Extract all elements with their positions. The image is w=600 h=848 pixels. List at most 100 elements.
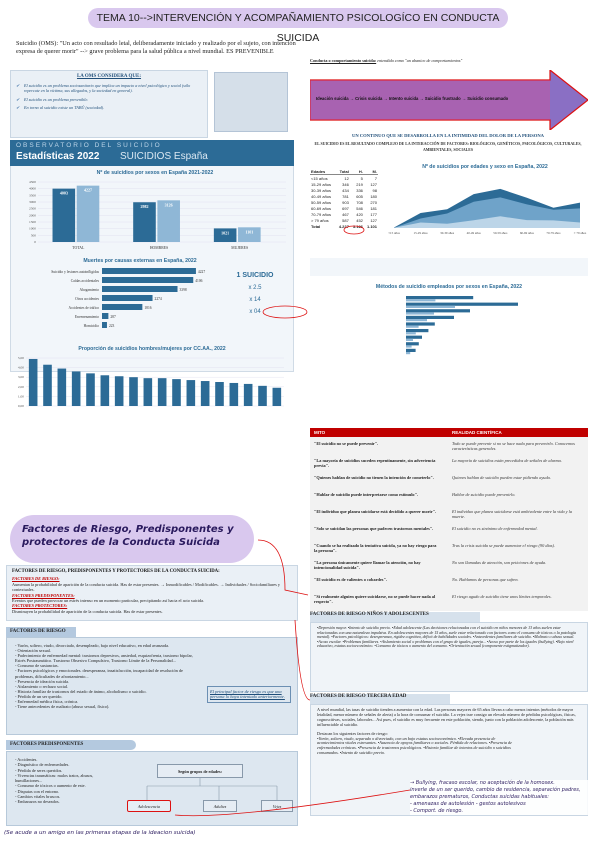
list-item: - Pérdida de seres queridos. — [15, 767, 63, 773]
table-row: 30-39 años 434 336 98 — [310, 187, 378, 193]
bar — [186, 380, 196, 406]
table-cell: 434 — [342, 187, 349, 193]
x-tick-label: 40-49 años — [467, 231, 482, 235]
table-cell: 4.227 — [338, 223, 349, 229]
mito-text: "Quienes hablan de suicidio no tienen la… — [314, 475, 434, 480]
list-item: - Orientación sexual. — [15, 648, 51, 654]
bar — [406, 302, 518, 306]
chart4-title: Métodos de suicidio empleados por sexos … — [375, 284, 523, 290]
realidad-text: Quienes hablan de suicidio pueden estar … — [452, 475, 551, 480]
chart-methods — [406, 296, 518, 355]
list-item: - Diagnóstico de enfermedades. — [15, 762, 70, 768]
x-tick-label: 50-59 años — [493, 231, 508, 235]
area-mujeres — [394, 216, 580, 228]
table-cell: 697 — [342, 205, 349, 211]
data-label: 4227 — [84, 188, 92, 193]
mito-text: "El individuo que planea suicidarse está… — [314, 509, 437, 514]
bar — [43, 364, 52, 406]
mito-text: "Solo se suicidan las personas que padec… — [314, 526, 434, 531]
list-item: - Historia familiar de trastornos del es… — [15, 688, 147, 694]
bar — [406, 312, 434, 315]
category-label: Suicidio y lesiones autoinfligidas — [51, 270, 99, 274]
oms-point: El suicidio es un problema sociosanitari… — [16, 83, 202, 94]
bar — [406, 319, 427, 322]
y-tick-label: 3500 — [29, 193, 36, 197]
handwritten-bottom: (Se acude a un amigo en las primeras eta… — [4, 830, 196, 836]
bar — [258, 385, 267, 406]
realidad-text: Tras la crisis suicida se puede aumentar… — [452, 543, 556, 548]
bar — [406, 332, 416, 335]
bar — [406, 345, 412, 348]
table-row: 70-79 años 467 420 177 — [310, 211, 378, 217]
table-header: Edades — [310, 168, 336, 175]
bar — [215, 382, 224, 406]
bar — [143, 378, 153, 406]
data-label: 1816 — [144, 306, 151, 310]
table-cell: 1.101 — [366, 223, 377, 229]
mito-text: "El suicidio es de valientes o cobardes"… — [314, 577, 387, 582]
realidad-text: La mayoría de suicidios están precedidos… — [452, 458, 562, 463]
table-cell: 60-69 años — [311, 205, 332, 211]
table-cell: 605 — [356, 193, 363, 199]
table-cell: 903 — [342, 199, 349, 205]
data-label: 287 — [110, 315, 116, 319]
continuum-label: Conducta o comportamiento suicida: enten… — [310, 58, 463, 63]
table-row: 15-29 años 346 219 127 — [310, 181, 378, 187]
category-label: Caídas accidentales — [71, 279, 100, 283]
bar — [406, 329, 429, 333]
y-tick-label: 1,00 — [18, 394, 24, 399]
data-label: 2982 — [140, 204, 148, 209]
chart5-title: Proporción de suicidios hombres/mujeres … — [78, 346, 226, 352]
bar — [129, 377, 138, 406]
bar — [86, 373, 95, 406]
list-item: - Tiene antecedentes de maltrato (abuso … — [15, 704, 110, 710]
bar — [157, 378, 167, 406]
x-tick-label: HOMBRES — [150, 246, 168, 250]
x-tick-label: 60-69 años — [520, 231, 535, 235]
table-cell: 452 — [356, 217, 363, 223]
table-cell: 127 — [370, 181, 377, 187]
table-header: Total — [335, 168, 350, 175]
table-cell: 40-49 años — [311, 193, 332, 199]
bar — [406, 335, 422, 339]
x-tick-label: MUJERES — [231, 246, 248, 250]
handwritten-notes: → Bullying, fracaso escolar, no aceptaci… — [410, 780, 596, 815]
table-cell: 587 — [342, 217, 349, 223]
bar — [114, 376, 124, 406]
bar — [102, 295, 153, 301]
x-tick-label: 70-79 años — [546, 231, 561, 235]
oms-box: LA OMS CONSIDERA QUE: El suicidio es un … — [10, 70, 208, 138]
ninos-heading: FACTORES DE RIESGO NIÑOS Y ADOLESCENTES — [310, 612, 480, 622]
bar — [406, 305, 455, 308]
riesgo-note: El principal factor de riesgo es que una… — [207, 686, 291, 703]
table-cell: 336 — [356, 187, 363, 193]
y-tick-label: 5,00 — [18, 356, 24, 361]
table-cell: 177 — [370, 211, 377, 217]
data-label: 1021 — [221, 230, 229, 235]
y-tick-label: 1500 — [29, 220, 36, 224]
bar — [52, 188, 76, 242]
table-cell: 180 — [370, 193, 377, 199]
realidad-text: El riesgo agudo de suicidio tiene unos l… — [452, 594, 552, 599]
oms-point: En torno al suicidio existe un TABÚ (soc… — [16, 105, 202, 111]
x-tick-label: > 79 años — [574, 231, 587, 235]
table-cell: <15 años — [311, 175, 328, 181]
table-cell: 127 — [370, 217, 377, 223]
x-tick-label: <15 años — [388, 231, 400, 235]
list-item: - Presencia de ideación suicida. — [15, 678, 70, 684]
table-cell: 70-79 años — [311, 211, 332, 217]
ninos-box: •Depresión mayor. •Intento de suicidio p… — [310, 622, 588, 692]
list-item: - Cambios vitales bruscos. — [15, 794, 61, 800]
bar — [406, 299, 436, 302]
category-label: Ahogamiento — [79, 288, 99, 292]
stats-panel — [10, 140, 294, 372]
category-label: Homicidio — [84, 324, 100, 328]
table-row: 60-69 años 697 546 181 — [310, 205, 378, 211]
table-cell: 467 — [342, 211, 349, 217]
table-cell: 7 — [374, 175, 377, 181]
table-header: M. — [363, 168, 378, 175]
table-row: 50-59 años 903 708 270 — [310, 199, 378, 205]
y-tick-label: 0,00 — [18, 404, 24, 409]
category-label: Accidentes de tráfico — [68, 306, 99, 310]
